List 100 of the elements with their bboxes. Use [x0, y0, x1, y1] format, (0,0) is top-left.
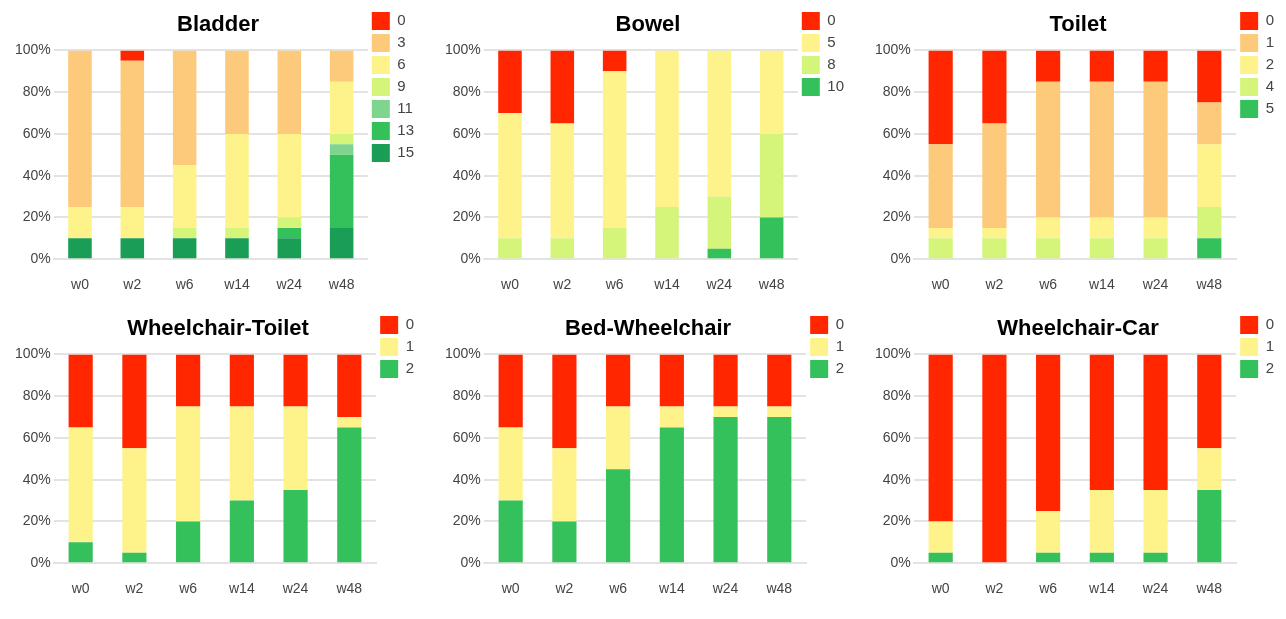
bar — [602, 71, 627, 228]
x-tick-label: w2 — [124, 580, 144, 597]
bar — [68, 354, 93, 428]
bar — [1089, 354, 1114, 491]
x-tick-label: w0 — [70, 276, 90, 293]
bar — [659, 427, 684, 563]
bar — [1143, 50, 1168, 82]
y-tick-label: 100% — [444, 345, 481, 362]
x-tick-label: w48 — [1195, 580, 1223, 597]
bar — [707, 50, 732, 197]
bar — [707, 196, 732, 249]
bar — [225, 227, 249, 239]
x-tick-label: w6 — [178, 580, 198, 597]
bar — [225, 50, 249, 134]
chart-title: Bladder — [177, 11, 260, 37]
bar — [982, 50, 1007, 124]
bar — [120, 60, 145, 207]
y-tick-label: 40% — [882, 166, 911, 183]
bar — [176, 521, 201, 563]
bar — [550, 123, 575, 239]
x-tick-label: w0 — [930, 580, 950, 597]
bar — [498, 500, 523, 563]
bar — [767, 354, 792, 407]
legend-label: 2 — [405, 359, 414, 377]
bar — [602, 227, 627, 259]
y-tick-label: 100% — [14, 41, 51, 58]
x-tick-label: w2 — [552, 276, 572, 293]
bar — [550, 238, 575, 259]
legend-label: 1 — [835, 337, 844, 355]
bar — [982, 227, 1007, 239]
bar — [122, 354, 147, 449]
y-tick-label: 0% — [30, 554, 51, 571]
y-tick-label: 20% — [452, 208, 481, 225]
bar — [1089, 552, 1114, 563]
x-tick-label: w14 — [223, 276, 251, 293]
bar — [759, 217, 784, 259]
bar — [498, 354, 523, 428]
bar — [1089, 217, 1114, 239]
bar — [550, 50, 575, 124]
legend-label: 1 — [1265, 33, 1274, 51]
bar — [767, 417, 792, 563]
bar — [1143, 81, 1168, 218]
legend-label: 8 — [827, 55, 836, 73]
y-tick-label: 100% — [444, 41, 481, 58]
x-tick-label: w0 — [500, 276, 520, 293]
bar — [122, 448, 147, 553]
bar — [283, 490, 308, 563]
bar — [122, 552, 147, 563]
legend-label: 15 — [397, 143, 414, 161]
bar — [176, 354, 201, 407]
bar — [606, 354, 631, 407]
bar — [1036, 217, 1061, 239]
legend-label: 5 — [827, 33, 836, 51]
bar — [277, 227, 302, 239]
bar — [1143, 354, 1168, 491]
y-tick-label: 0% — [890, 250, 911, 267]
chart-title: Wheelchair-Car — [997, 315, 1160, 341]
bar — [928, 227, 953, 239]
bar — [1089, 238, 1114, 259]
chart-title: Wheelchair-Toilet — [127, 315, 310, 341]
bar — [1089, 81, 1114, 218]
bar — [498, 113, 522, 239]
bar — [176, 406, 201, 522]
y-tick-label: 80% — [22, 83, 51, 100]
bar — [229, 354, 254, 407]
bar — [1197, 144, 1222, 207]
bar — [659, 406, 684, 428]
y-tick-label: 20% — [22, 512, 51, 529]
bar — [552, 354, 577, 449]
bar — [707, 248, 732, 259]
bar — [68, 207, 92, 239]
bar — [602, 50, 627, 72]
bar — [606, 406, 631, 470]
bar — [172, 238, 197, 259]
legend-label: 2 — [1265, 55, 1274, 73]
y-tick-label: 40% — [452, 470, 481, 487]
x-tick-label: w2 — [554, 580, 574, 597]
bar — [713, 354, 738, 407]
bar — [277, 50, 302, 134]
bar — [329, 50, 354, 82]
legend-label: 11 — [397, 99, 413, 117]
bar — [337, 354, 362, 418]
x-tick-label: w14 — [1088, 580, 1115, 597]
bar — [277, 217, 302, 228]
y-tick-label: 20% — [882, 208, 911, 225]
x-tick-label: w48 — [757, 276, 785, 293]
bar — [1197, 102, 1222, 145]
bar — [1036, 81, 1061, 218]
y-tick-label: 20% — [22, 208, 51, 225]
bar — [759, 50, 784, 134]
legend-label: 3 — [397, 33, 406, 51]
legend-label: 10 — [827, 77, 844, 95]
x-tick-label: w6 — [174, 276, 194, 293]
bar — [1197, 354, 1222, 449]
bar — [655, 207, 679, 259]
bar — [229, 406, 254, 501]
y-tick-label: 20% — [452, 512, 481, 529]
y-tick-label: 60% — [22, 428, 51, 445]
x-tick-label: w48 — [335, 580, 363, 597]
bar — [1197, 448, 1222, 491]
